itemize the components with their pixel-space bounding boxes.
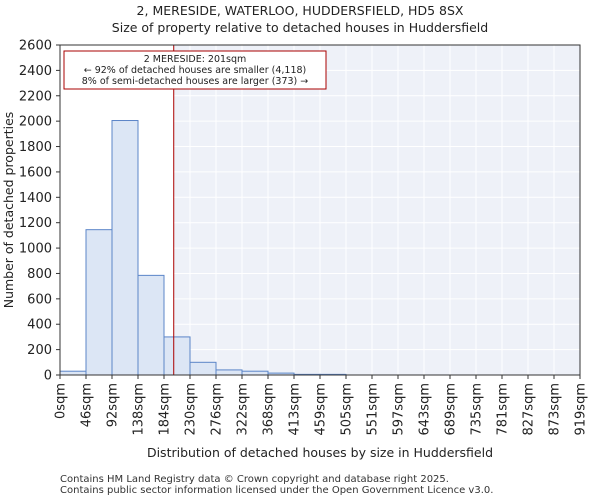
x-tick-label: 276sqm <box>210 383 225 436</box>
x-tick-label: 827sqm <box>522 383 537 436</box>
y-tick-label: 2200 <box>19 89 52 104</box>
histogram-bar <box>59 370 87 376</box>
x-tick-label: 551sqm <box>366 383 381 436</box>
histogram-bar <box>163 336 191 376</box>
y-tick-label: 800 <box>27 267 52 282</box>
chart-subtitle: Size of property relative to detached ho… <box>111 20 489 35</box>
x-tick-label: 368sqm <box>262 383 277 436</box>
y-tick-label: 1800 <box>19 140 52 155</box>
footer-line-1: Contains HM Land Registry data © Crown c… <box>60 474 449 485</box>
y-tick-label: 2400 <box>19 64 52 79</box>
y-tick-label: 0 <box>44 369 52 384</box>
x-tick-label: 184sqm <box>158 383 173 436</box>
y-tick-label: 400 <box>27 318 52 333</box>
x-tick-label: 138sqm <box>132 383 147 436</box>
larger-size-region <box>173 45 581 375</box>
x-axis-label: Distribution of detached houses by size … <box>147 445 493 460</box>
y-tick-label: 2600 <box>19 39 52 54</box>
annotation-box <box>63 50 327 90</box>
annotation-line-3: 8% of semi-detached houses are larger (3… <box>82 76 309 87</box>
y-axis-label: Number of detached properties <box>1 112 16 309</box>
x-tick-label: 46sqm <box>80 383 95 427</box>
y-tick-label: 1000 <box>19 242 52 257</box>
y-tick-label: 600 <box>27 292 52 307</box>
x-tick-label: 0sqm <box>54 383 69 419</box>
x-tick-label: 230sqm <box>184 383 199 436</box>
x-tick-label: 873sqm <box>548 383 563 436</box>
x-tick-label: 505sqm <box>340 383 355 436</box>
x-tick-label: 322sqm <box>236 383 251 436</box>
histogram-bar <box>137 274 165 376</box>
annotation-line-1: 2 MERESIDE: 201sqm <box>144 54 247 65</box>
histogram-bar <box>241 370 269 376</box>
histogram-bar <box>85 229 113 376</box>
histogram-bar <box>189 361 217 376</box>
x-tick-label: 919sqm <box>574 383 589 436</box>
x-tick-label: 689sqm <box>444 383 459 436</box>
x-tick-label: 735sqm <box>470 383 485 436</box>
chart-title: 2, MERESIDE, WATERLOO, HUDDERSFIELD, HD5… <box>136 3 464 18</box>
x-tick-label: 413sqm <box>288 383 303 436</box>
x-tick-label: 643sqm <box>418 383 433 436</box>
y-tick-label: 1600 <box>19 165 52 180</box>
x-tick-label: 597sqm <box>392 383 407 436</box>
y-tick-label: 1400 <box>19 191 52 206</box>
y-tick-label: 200 <box>27 343 52 358</box>
x-tick-label: 781sqm <box>496 383 511 436</box>
x-tick-label: 459sqm <box>314 383 329 436</box>
y-tick-label: 1200 <box>19 216 52 231</box>
histogram-bar <box>215 369 243 376</box>
x-tick-label: 92sqm <box>106 383 121 427</box>
y-tick-label: 2000 <box>19 115 52 130</box>
footer-line-2: Contains public sector information licen… <box>60 485 494 496</box>
histogram-bar <box>111 120 139 376</box>
annotation-line-2: ← 92% of detached houses are smaller (4,… <box>84 65 307 76</box>
